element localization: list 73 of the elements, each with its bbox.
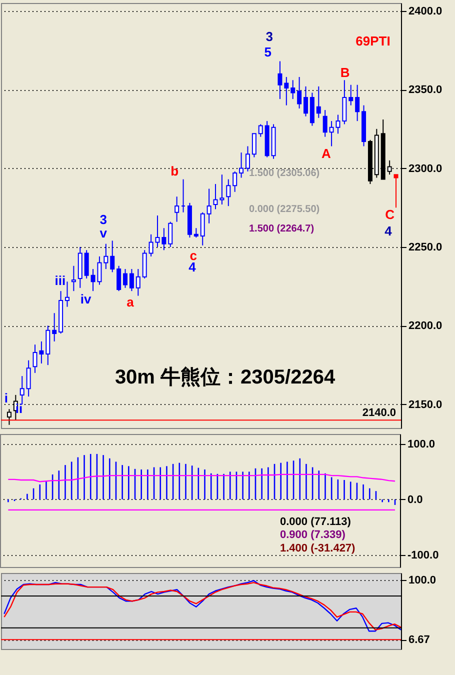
y-tick-label: 2150.0 <box>408 398 442 411</box>
candlestick <box>304 86 308 117</box>
annotation: 1.400 (-31.427) <box>280 542 356 554</box>
candlestick <box>162 228 166 251</box>
candlestick <box>136 268 140 296</box>
candlestick <box>297 76 302 109</box>
y-tick-label: 6.67 <box>408 634 430 646</box>
candlestick <box>110 240 115 273</box>
annotation: 3 <box>266 29 274 44</box>
annotation: 69PTI <box>356 33 390 48</box>
y-tick-label: 2350.0 <box>408 84 442 96</box>
annotation: 0.000 (2275.50) <box>249 204 320 216</box>
candlestick <box>64 281 70 308</box>
candlestick <box>245 146 250 172</box>
annotation: iv <box>80 292 92 307</box>
annotation: 1.500 (2305.06) <box>249 168 320 179</box>
candlestick <box>123 268 128 288</box>
ref-line-label: 2140.0 <box>362 407 396 420</box>
annotation: iii <box>54 272 66 288</box>
annotation: B <box>340 65 350 80</box>
candlestick <box>174 196 180 222</box>
annotation: 0.900 (7.339) <box>280 529 346 542</box>
candlestick <box>232 170 238 192</box>
candlestick <box>46 325 50 366</box>
candlestick <box>342 80 347 125</box>
y-tick-label: -100.0 <box>408 549 439 562</box>
candlestick <box>200 212 205 246</box>
candlestick <box>104 243 108 270</box>
annotation: C <box>385 207 396 222</box>
candlestick <box>168 221 173 248</box>
annotation: ii <box>15 400 23 416</box>
candlestick <box>284 76 289 106</box>
annotation: i <box>4 390 8 406</box>
annotation: 5 <box>264 44 272 60</box>
candlestick <box>252 133 256 158</box>
candlestick <box>129 268 134 292</box>
candlestick <box>71 265 76 292</box>
candlestick <box>26 360 31 398</box>
y-tick-label: 2250.0 <box>408 241 442 254</box>
annotation: 3 <box>100 212 108 227</box>
candlestick <box>348 84 354 106</box>
y-tick-label: 100.0 <box>408 574 436 587</box>
annotation: 4 <box>384 224 393 239</box>
candlestick <box>206 188 212 224</box>
line-series <box>8 474 396 482</box>
y-tick-label: 100.0 <box>408 438 436 450</box>
candlestick <box>6 408 12 426</box>
y-tick-label: 0.0 <box>408 494 423 506</box>
candlestick <box>322 110 328 138</box>
candlestick <box>258 124 263 138</box>
candlestick <box>20 376 24 405</box>
candlestick <box>290 80 296 100</box>
candlestick <box>84 250 89 279</box>
y-tick-label: 2300.0 <box>408 162 442 175</box>
candlestick <box>239 152 244 178</box>
candlestick <box>116 265 122 292</box>
annotation: a <box>126 294 135 310</box>
candlestick <box>226 178 231 207</box>
annotation: A <box>322 146 332 161</box>
annotation: 1.500 (2264.7) <box>249 223 314 234</box>
annotation: b <box>170 163 179 178</box>
candlestick <box>278 60 282 100</box>
candlestick <box>142 250 147 279</box>
y-tick-label: 2200.0 <box>408 320 442 332</box>
candlestick <box>194 228 198 238</box>
annotation: 0.000 (77.113) <box>280 516 352 528</box>
annotation: 30m 牛熊位：2305/2264 <box>114 365 336 388</box>
y-tick-label: 2400.0 <box>408 5 442 18</box>
candlestick <box>52 312 57 342</box>
annotation: v <box>100 225 108 240</box>
candlestick <box>394 174 398 208</box>
candlestick <box>316 86 321 118</box>
candlestick <box>355 84 360 122</box>
